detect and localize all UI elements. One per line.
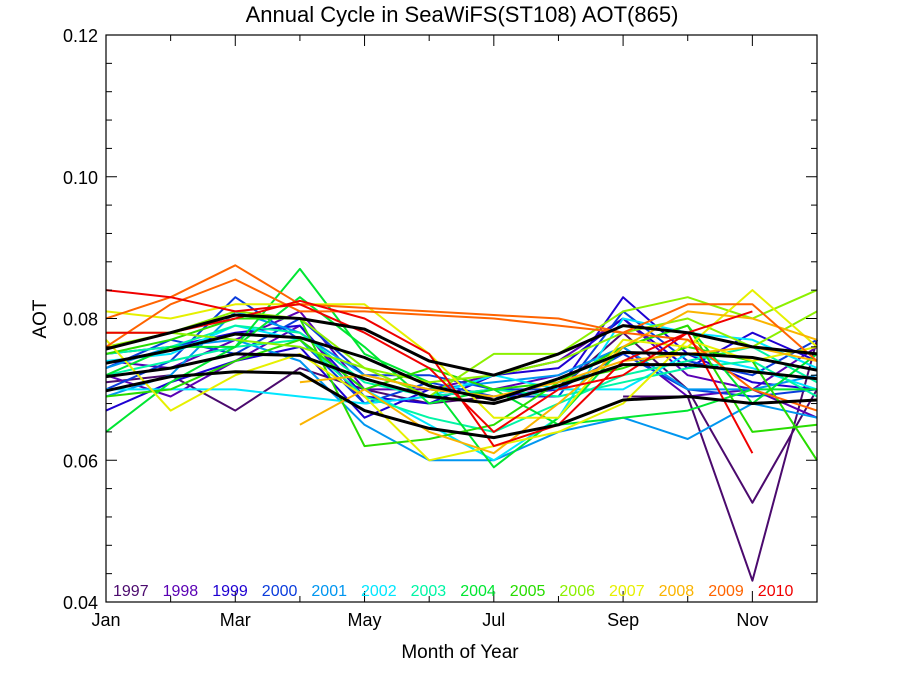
series-line-2008 xyxy=(299,345,818,398)
legend-item-2002: 2002 xyxy=(361,583,397,600)
mean-series-line xyxy=(105,313,818,377)
legend-item-1998: 1998 xyxy=(163,583,199,600)
x-tick-label: May xyxy=(348,610,382,630)
series-line-2008 xyxy=(299,310,818,455)
series-line-2000 xyxy=(105,296,818,405)
legend-item-2004: 2004 xyxy=(460,583,496,600)
y-tick-label: 0.10 xyxy=(63,168,98,188)
y-tick-label: 0.12 xyxy=(63,26,98,46)
series-line-2006 xyxy=(105,310,818,384)
mean-series-line xyxy=(105,370,818,440)
y-tick-label: 0.08 xyxy=(63,310,98,330)
legend-item-2003: 2003 xyxy=(411,583,447,600)
legend: 1997 1998 1999 2000 2001 2002 2003 2004 2005 2006… xyxy=(113,583,793,600)
x-axis-label: Month of Year xyxy=(401,642,519,663)
legend-item-2010: 2010 xyxy=(758,583,794,600)
x-tick-label: Jan xyxy=(91,610,120,630)
series-line-2000 xyxy=(105,317,818,398)
legend-item-1997: 1997 xyxy=(113,583,149,600)
series-line-2007 xyxy=(105,338,818,462)
x-tick-label: Mar xyxy=(220,610,251,630)
y-axis-label: AOT xyxy=(30,299,51,338)
legend-item-2006: 2006 xyxy=(559,583,595,600)
mean-series-line xyxy=(105,332,818,402)
legend-item-2005: 2005 xyxy=(510,583,546,600)
series-line-2009 xyxy=(105,278,818,412)
y-tick-label: 0.04 xyxy=(63,593,98,613)
series-line-2006 xyxy=(106,289,818,398)
series-line-1997 xyxy=(623,339,818,582)
x-tick-label: Sep xyxy=(607,610,639,630)
legend-item-2008: 2008 xyxy=(659,583,695,600)
y-tick-label: 0.06 xyxy=(63,451,98,471)
series-layer xyxy=(105,264,818,582)
legend-item-2007: 2007 xyxy=(609,583,645,600)
series-line-2009 xyxy=(105,264,818,362)
series-line-2010 xyxy=(105,289,754,454)
legend-item-2001: 2001 xyxy=(311,583,347,600)
legend-item-2009: 2009 xyxy=(708,583,744,600)
legend-item-1999: 1999 xyxy=(212,583,248,600)
series-line-2004 xyxy=(105,296,817,426)
ticks-layer: 0.04 0.06 0.08 0.10 0.12 Jan Mar May Jul Sep Nov xyxy=(63,26,818,630)
x-tick-label: Nov xyxy=(736,610,768,630)
series-line-2001 xyxy=(105,338,818,462)
x-tick-label: Jul xyxy=(482,610,505,630)
legend-item-2000: 2000 xyxy=(262,583,298,600)
series-line-2007 xyxy=(105,289,818,419)
mean-series-line xyxy=(105,352,818,405)
chart-title: Annual Cycle in SeaWiFS(ST108) AOT(865) xyxy=(246,2,679,27)
